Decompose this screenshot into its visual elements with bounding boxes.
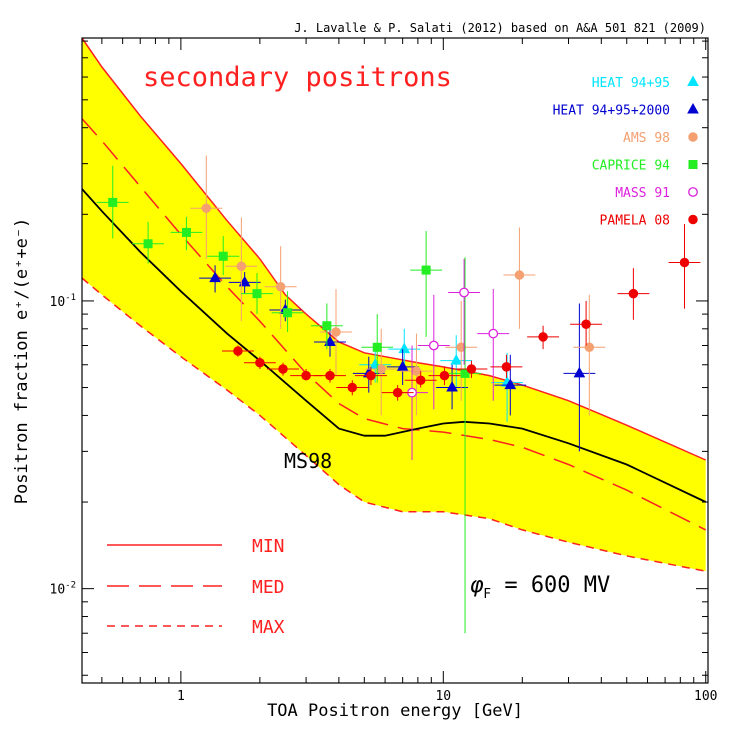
point-caprice-94 (252, 289, 262, 299)
plot-frame (81, 37, 709, 684)
legend-marker-heat-94-95 (687, 75, 699, 86)
y-tick-label: 10-1 (50, 293, 77, 310)
series-legend: HEAT 94+95 HEAT 94+95+2000 AMS 98 CAPRICE 9… (553, 75, 699, 229)
point-pamela-08 (325, 370, 335, 381)
point-pamela-08 (415, 375, 426, 386)
legend-label-heat-94-95-2000: HEAT 94+95+2000 (553, 104, 670, 119)
point-mass-91 (488, 328, 499, 339)
legend-label-caprice-94: CAPRICE 94 (592, 159, 670, 174)
phi-label: φF = 600 MV (470, 573, 610, 602)
phi-symbol: φ (470, 573, 484, 598)
point-ams-98 (376, 364, 386, 374)
series-caprice-94 (96, 165, 481, 634)
legend-label-mass-91: MASS 91 (615, 186, 670, 201)
x-axis-label: TOA Positron energy [GeV] (267, 701, 523, 721)
point-ams-98 (275, 282, 286, 292)
series-pamela-08 (222, 224, 701, 401)
point-pamela-08 (347, 382, 358, 393)
x-tick-label: 10 (435, 689, 451, 704)
point-caprice-94 (283, 308, 293, 318)
point-pamela-08 (439, 370, 450, 381)
point-pamela-08 (255, 357, 265, 368)
point-ams-98 (331, 327, 341, 337)
legend-marker-mass-91 (688, 187, 698, 197)
legend-label-med: MED (252, 577, 285, 598)
point-mass-91 (459, 287, 469, 298)
curve-med (82, 118, 707, 531)
x-tick-label: 100 (694, 689, 717, 704)
x-tick-label: 1 (177, 689, 185, 704)
point-heat-94-95-2000 (573, 366, 586, 378)
point-pamela-08 (392, 387, 403, 398)
point-pamela-08 (501, 362, 512, 372)
y-tick-label: 10-2 (50, 581, 77, 598)
phi-subscript: F (483, 587, 491, 602)
point-pamela-08 (301, 370, 311, 381)
legend-marker-ams-98 (688, 132, 698, 142)
legend-marker-heat-94-95-2000 (687, 102, 699, 114)
point-ams-98 (236, 261, 247, 271)
point-pamela-08 (366, 370, 376, 381)
y-axis-label: Positron fraction e⁺/(e⁺+e⁻) (12, 218, 32, 505)
point-caprice-94 (108, 197, 118, 207)
point-heat-94-95-2000 (238, 275, 251, 287)
legend-label-ams-98: AMS 98 (623, 131, 670, 146)
series-heat-94-95 (359, 328, 524, 422)
point-ams-98 (584, 342, 595, 353)
point-heat-94-95-2000 (209, 271, 221, 283)
point-caprice-94 (181, 227, 191, 237)
band-label-ms98: MS98 (284, 449, 332, 473)
point-heat-94-95-2000 (324, 335, 336, 346)
point-caprice-94 (372, 342, 382, 352)
series-ams-98 (190, 155, 606, 416)
point-heat-94-95 (450, 354, 463, 365)
point-ams-98 (411, 366, 422, 376)
point-pamela-08 (233, 346, 243, 356)
curve-min (82, 38, 707, 461)
point-pamela-08 (581, 319, 591, 329)
point-caprice-94 (421, 265, 431, 275)
model-legend: MIN MED MAX (107, 536, 285, 638)
point-pamela-08 (628, 288, 639, 299)
phi-value: = 600 MV (491, 573, 610, 598)
curve-max (82, 277, 706, 572)
point-pamela-08 (679, 257, 690, 268)
point-caprice-94 (143, 239, 153, 249)
chart-credit: J. Lavalle & P. Salati (2012) based on A… (294, 21, 706, 35)
point-heat-94-95-2000 (396, 360, 409, 371)
legend-label-heat-94-95: HEAT 94+95 (592, 76, 670, 91)
point-ams-98 (201, 203, 212, 213)
legend-marker-caprice-94 (688, 160, 698, 169)
legend-label-max: MAX (252, 617, 285, 638)
legend-label-pamela-08: PAMELA 08 (600, 214, 670, 229)
point-pamela-08 (538, 332, 548, 342)
point-heat-94-95 (398, 342, 411, 354)
legend-marker-pamela-08 (688, 214, 698, 225)
point-mass-91 (428, 340, 439, 351)
point-pamela-08 (278, 364, 288, 374)
point-caprice-94 (322, 321, 332, 331)
point-heat-94-95-2000 (446, 381, 458, 392)
curve-ms98 (82, 188, 707, 503)
point-pamela-08 (466, 364, 477, 374)
point-caprice-94 (218, 251, 228, 261)
legend-label-min: MIN (252, 536, 285, 557)
point-heat-94-95-2000 (504, 378, 517, 390)
chart-title: secondary positrons (143, 62, 452, 93)
point-ams-98 (514, 270, 525, 280)
